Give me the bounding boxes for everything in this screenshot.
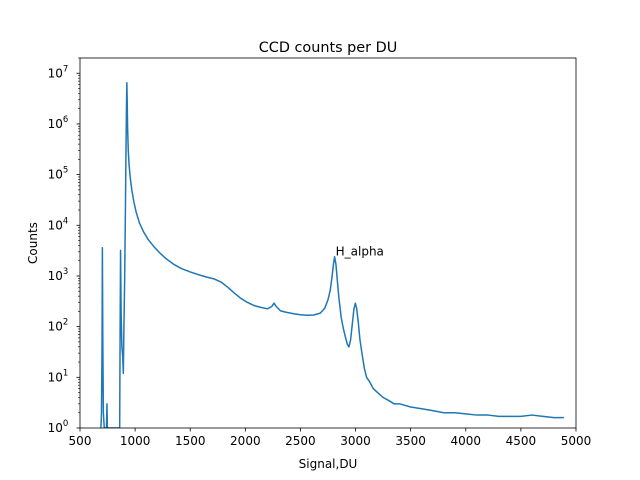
x-tick-label-1000: 1000 xyxy=(120,434,151,448)
series-line-0 xyxy=(100,81,564,428)
chart-title: CCD counts per DU xyxy=(259,40,398,56)
x-tick-label-5000: 5000 xyxy=(561,434,592,448)
y-tick-label-5: 105 xyxy=(48,166,69,182)
x-tick-label-4000: 4000 xyxy=(451,434,482,448)
x-tick-label-1500: 1500 xyxy=(175,434,206,448)
annotation-0: H_alpha xyxy=(336,245,384,259)
y-tick-label-7: 107 xyxy=(48,64,69,80)
y-tick-label-2: 102 xyxy=(48,318,69,334)
y-tick-label-6: 106 xyxy=(48,115,69,131)
y-tick-label-4: 104 xyxy=(48,216,69,232)
y-axis-label: Counts xyxy=(26,222,40,264)
axes-frame xyxy=(79,57,577,429)
x-tick-label-500: 500 xyxy=(69,434,92,448)
x-tick-label-2500: 2500 xyxy=(285,434,316,448)
y-tick-label-1: 101 xyxy=(48,368,69,384)
y-tick-label-3: 103 xyxy=(48,267,69,283)
x-tick-label-3000: 3000 xyxy=(340,434,371,448)
x-axis-label: Signal,DU xyxy=(299,457,358,471)
x-tick-label-3500: 3500 xyxy=(395,434,426,448)
plot-area: 500 1000 1500 2000 2500 3000 3500 4000 4500 5000 1… xyxy=(48,57,592,448)
x-tick-label-4500: 4500 xyxy=(506,434,537,448)
y-tick-label-0: 100 xyxy=(48,419,69,435)
x-tick-label-2000: 2000 xyxy=(230,434,261,448)
